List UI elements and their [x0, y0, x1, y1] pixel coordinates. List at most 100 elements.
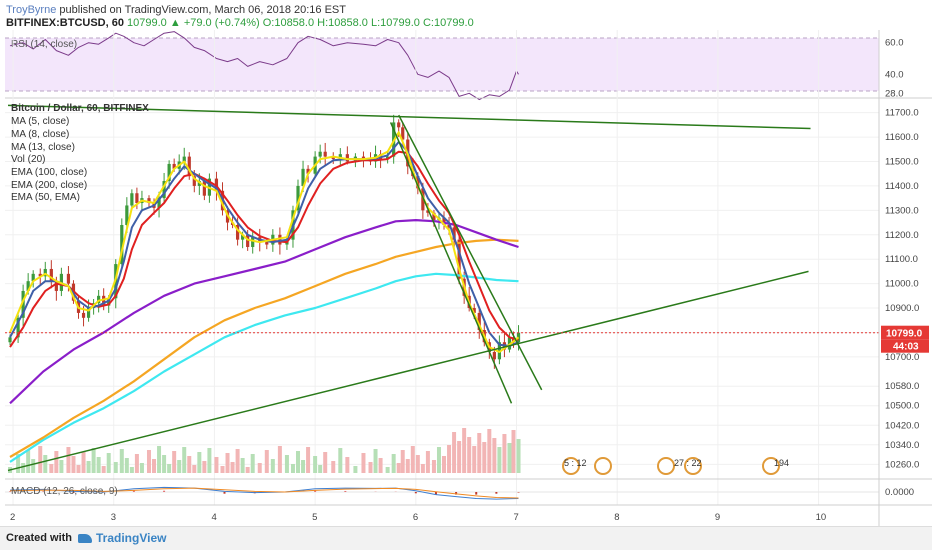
- rsi-layer: [9, 31, 519, 101]
- candle-body: [162, 181, 166, 199]
- time-tick-label: 4: [211, 512, 216, 523]
- candle-body: [97, 295, 101, 304]
- volume-bar: [277, 446, 282, 473]
- volume-bar: [54, 451, 59, 473]
- candle-body: [107, 298, 111, 306]
- volume-bar: [225, 453, 230, 473]
- candle-body: [102, 295, 106, 306]
- volume-bar: [21, 463, 26, 473]
- legend-ma5[interactable]: MA (5, close): [11, 116, 69, 127]
- price-tick-label: 11000.0: [885, 279, 919, 290]
- macd-tick-label: 0.0000: [885, 487, 914, 498]
- symbol-line: BITFINEX:BTCUSD, 60 10799.0 ▲ +79.0 (+0.…: [6, 17, 474, 29]
- volume-bar: [31, 459, 36, 473]
- candle-body: [192, 176, 196, 186]
- us-flag-icon: [657, 457, 675, 475]
- volume-bar: [264, 450, 269, 473]
- volume-bar: [462, 428, 467, 473]
- candle-body: [43, 268, 47, 277]
- candle-body: [492, 352, 496, 360]
- trendlines: [7, 104, 811, 472]
- volume-bar: [313, 456, 318, 473]
- candle-body: [66, 273, 71, 284]
- price-tick-label: 10700.0: [885, 352, 919, 363]
- indicator-legend: Bitcoin / Dollar, 60, BITFINEX MA (5, cl…: [11, 103, 149, 203]
- volume-bar: [296, 451, 301, 473]
- candle-body: [426, 210, 430, 213]
- rsi-tick-label: 60.0: [885, 38, 904, 49]
- volume-bar: [301, 460, 306, 473]
- volume-bar: [129, 467, 134, 473]
- candle-body: [202, 181, 206, 196]
- candle-body: [511, 337, 516, 343]
- moving-averages: [9, 131, 520, 463]
- author-link[interactable]: TroyByrne: [6, 4, 57, 16]
- volume-bar: [214, 457, 219, 473]
- candle-body: [452, 227, 456, 240]
- volume-bar: [331, 461, 336, 473]
- event-marker-3[interactable]: 194: [762, 457, 789, 475]
- legend-ema50[interactable]: EMA (50, EMA): [11, 192, 80, 203]
- time-tick-label: 10: [816, 512, 827, 523]
- ma8-line: [9, 141, 519, 347]
- price-axis[interactable]: 10260.0 10340.0 10420.0 10500.0 10580.0 10700…: [885, 38, 919, 498]
- candle-body: [477, 312, 481, 331]
- price-tick-label: 11100.0: [885, 254, 918, 265]
- last-price-badge-text: 10799.0: [886, 329, 923, 340]
- volume-bar: [106, 453, 111, 473]
- legend-ema100[interactable]: EMA (100, close): [11, 167, 87, 178]
- volume-bar: [410, 446, 415, 473]
- volume-bar: [378, 458, 383, 473]
- legend-ema200[interactable]: EMA (200, close): [11, 180, 87, 191]
- event-marker-2[interactable]: 27 : 22: [657, 457, 702, 475]
- symbol: BITFINEX:BTCUSD, 60: [6, 17, 124, 29]
- volume-bar: [26, 450, 31, 473]
- candle-body: [361, 156, 366, 160]
- volume-bar: [345, 457, 350, 473]
- volume-bar: [482, 442, 487, 473]
- us-flag-icon: [594, 457, 612, 475]
- volume-bar: [284, 455, 289, 473]
- volume-bar: [431, 460, 436, 473]
- footer-bar: Created with TradingView: [0, 526, 932, 550]
- volume-bar: [492, 438, 497, 473]
- up-arrow-icon: ▲: [169, 17, 181, 29]
- macd-label: MACD (12, 26, close, 9): [11, 486, 118, 497]
- price-tick-label: 10420.0: [885, 420, 919, 431]
- volume-bar: [353, 466, 358, 473]
- legend-vol[interactable]: Vol (20): [11, 154, 45, 165]
- volume-bar: [477, 433, 482, 473]
- time-tick-label: 8: [614, 512, 619, 523]
- candle-body: [214, 178, 219, 191]
- volume-bar: [400, 450, 405, 473]
- created-with-text: Created with: [6, 532, 73, 544]
- volume-bar: [182, 447, 187, 473]
- volume-bar: [59, 460, 64, 473]
- price-tick-label: 10500.0: [885, 401, 919, 412]
- volume-bar: [338, 448, 343, 473]
- volume-bar: [86, 461, 91, 473]
- event-marker-1[interactable]: 5 : 12: [562, 457, 612, 475]
- rsi-label: RSI (14, close): [11, 39, 77, 50]
- volume-bar: [187, 456, 192, 473]
- countdown-badge: [881, 339, 929, 353]
- price-grid: [5, 30, 879, 505]
- volume-bar: [134, 454, 139, 473]
- us-flag-icon: [562, 457, 580, 475]
- volume-bar: [516, 439, 521, 473]
- tradingview-logo[interactable]: TradingView: [78, 531, 166, 545]
- legend-ma13[interactable]: MA (13, close): [11, 142, 75, 153]
- time-axis[interactable]: 2 3 4 5 6 7 8 9 10: [10, 512, 826, 523]
- volume-bar: [467, 437, 472, 473]
- volume-bar: [245, 467, 250, 473]
- candle-body: [167, 163, 171, 182]
- candle-body: [421, 188, 425, 211]
- volume-bar: [511, 430, 516, 473]
- legend-ma8[interactable]: MA (8, close): [11, 129, 69, 140]
- price-tick-label: 11300.0: [885, 205, 919, 216]
- volume-bar: [119, 449, 124, 473]
- trading-chart[interactable]: RSI (14, close) Bitcoin / Dollar, 60, BI…: [0, 0, 932, 526]
- us-flag-icon: [762, 457, 780, 475]
- volume-bar: [81, 452, 86, 473]
- price-tick-label: 10900.0: [885, 303, 919, 314]
